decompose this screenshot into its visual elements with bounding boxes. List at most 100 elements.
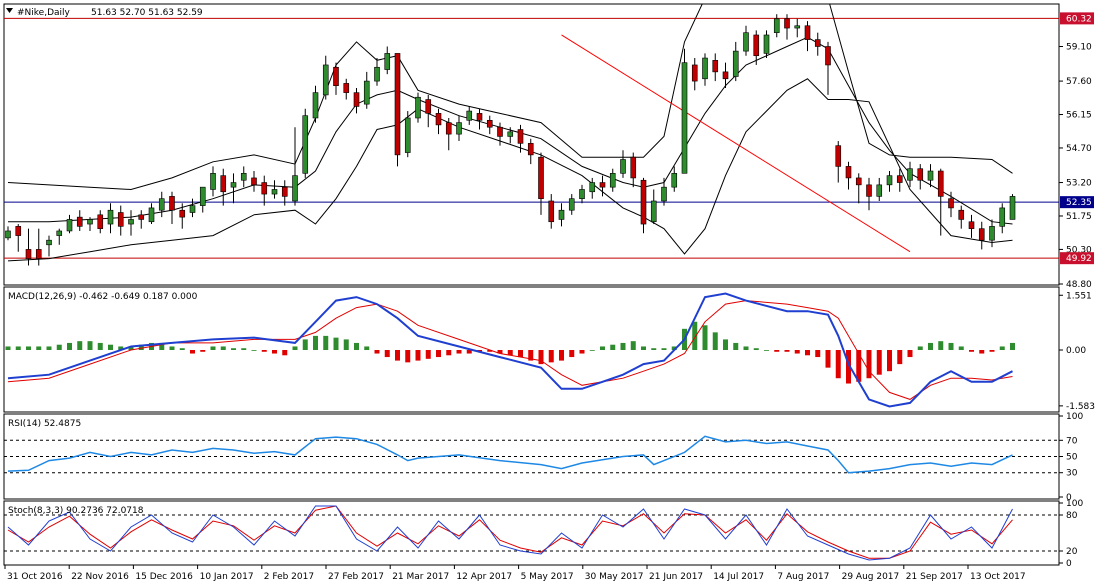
candle-body <box>322 64 329 96</box>
candle-body <box>784 18 790 29</box>
macd-histogram-bar <box>589 350 595 351</box>
macd-histogram-bar <box>179 348 185 350</box>
candle-body <box>107 209 114 225</box>
date-label: 27 Feb 2017 <box>328 572 384 582</box>
candle-body <box>271 189 278 195</box>
price-tick-label: 56.15 <box>1066 111 1092 121</box>
candle-body <box>773 18 780 33</box>
rsi-tick-label: 30 <box>1066 469 1078 479</box>
candle-body <box>117 212 124 227</box>
macd-histogram-bar <box>610 344 616 350</box>
candle-body <box>138 214 145 220</box>
triangle-down-icon[interactable] <box>6 8 13 13</box>
candle-body <box>978 228 985 241</box>
candle-body <box>302 115 309 174</box>
candle-body <box>589 182 596 193</box>
candle-body <box>261 182 268 195</box>
candle-body <box>948 198 954 209</box>
candle-body <box>476 113 483 121</box>
rsi-tick-label: 70 <box>1066 436 1078 446</box>
candle-body <box>517 129 524 144</box>
stoch-tick-label: 0 <box>1066 559 1072 569</box>
candle-body <box>825 46 831 66</box>
candle-body <box>384 53 391 70</box>
macd-histogram-bar <box>354 342 359 350</box>
date-label: 30 May 2017 <box>585 572 644 582</box>
date-label: 29 Aug 2017 <box>842 572 900 582</box>
macd-histogram-bar <box>261 350 267 352</box>
candle-body <box>497 126 503 137</box>
macd-histogram-bar <box>87 341 93 350</box>
macd-histogram-bar <box>794 350 800 354</box>
macd-histogram-bar <box>190 350 195 354</box>
price-layer <box>4 4 1059 266</box>
macd-histogram-bar <box>805 350 810 356</box>
macd-histogram-bar <box>466 350 472 354</box>
macd-histogram-bar <box>846 350 851 384</box>
macd-histogram-bar <box>989 350 995 352</box>
candle-body <box>240 173 247 181</box>
candle-body <box>15 226 22 236</box>
date-label: 15 Dec 2016 <box>135 572 193 582</box>
candle-body <box>579 189 585 199</box>
macd-histogram-bar <box>661 348 667 350</box>
candle-body <box>210 173 216 190</box>
macd-histogram-bar <box>600 346 605 350</box>
macd-histogram-bar <box>292 346 298 350</box>
candle-body <box>404 117 411 153</box>
stoch-signal-line <box>7 505 1013 559</box>
candle-body <box>640 179 647 225</box>
candle-body <box>66 219 73 232</box>
macd-histogram-bar <box>753 348 759 350</box>
stoch-layer <box>4 505 1059 561</box>
support-tag-bg <box>1060 252 1094 265</box>
macd-histogram-bar <box>764 350 769 351</box>
macd-histogram-bar <box>405 350 411 363</box>
macd-histogram-bar <box>569 350 575 358</box>
date-axis: 31 Oct 2016 22 Nov 2016 15 Dec 2016 10 Jan … <box>4 565 1026 582</box>
candle-body <box>56 230 63 236</box>
macd-histogram-bar <box>559 350 564 361</box>
date-label: 7 Aug 2017 <box>777 572 829 582</box>
candle-body <box>169 196 175 211</box>
candle-body <box>343 83 350 93</box>
macd-histogram-bar <box>948 342 954 350</box>
candle-body <box>599 182 606 188</box>
date-label: 13 Oct 2017 <box>970 572 1026 582</box>
macd-histogram-bar <box>251 350 257 351</box>
macd-histogram-bar <box>620 342 626 350</box>
macd-histogram-bar <box>231 348 236 350</box>
macd-tick-label: 0.00 <box>1066 346 1086 356</box>
candle-body <box>507 131 514 137</box>
macd-layer <box>5 292 1015 408</box>
candle-body <box>292 175 298 202</box>
candle-body <box>312 92 319 119</box>
macd-histogram-bar <box>733 342 739 350</box>
macd-histogram-bar <box>671 346 677 350</box>
candle-body <box>804 25 811 40</box>
bollinger-upper <box>7 4 1013 191</box>
macd-histogram-bar <box>702 325 708 350</box>
candle-body <box>425 99 432 114</box>
symbol-label: #Nike,Daily <box>17 8 71 18</box>
macd-histogram-bar <box>497 350 503 354</box>
macd-histogram-bar <box>36 346 42 350</box>
price-tick-label: 54.70 <box>1066 144 1092 154</box>
macd-histogram-bar <box>723 339 728 350</box>
macd-histogram-bar <box>415 350 421 361</box>
candle-body <box>363 80 370 105</box>
macd-histogram-bar <box>118 346 124 350</box>
macd-histogram-bar <box>897 350 903 365</box>
candle-body <box>97 214 104 229</box>
macd-histogram-bar <box>302 339 308 350</box>
macd-histogram-bar <box>26 346 31 350</box>
candle-body <box>794 25 801 29</box>
macd-histogram-bar <box>712 332 718 350</box>
candle-body <box>732 50 739 77</box>
macd-histogram-bar <box>56 344 62 350</box>
rsi-tick-label: 50 <box>1066 453 1078 463</box>
macd-histogram-bar <box>528 350 534 361</box>
chart-header: #Nike,Daily 51.63 52.70 51.63 52.59 <box>6 8 203 18</box>
candle-body <box>35 249 42 259</box>
candle-body <box>722 71 729 80</box>
